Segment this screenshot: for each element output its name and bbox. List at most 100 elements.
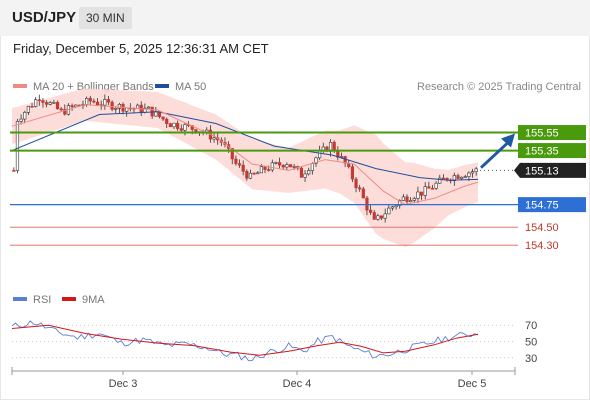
candle-body [165,118,169,125]
chart-datetime: Friday, December 5, 2025 12:36:31 AM CET [13,41,269,56]
candle-body [44,102,49,105]
resistance-label-155.55: 155.55 [525,128,559,140]
candle-body [117,103,121,109]
x-tick-label-0: Dec 3 [109,378,138,390]
candle-body [168,123,172,128]
rsi-legend-label: RSI [33,294,51,306]
candle-body [405,196,409,202]
candle-body [390,206,395,209]
candle-body [172,122,176,128]
ma20-line [11,104,479,206]
candle-body [452,175,456,181]
candle-body [470,171,475,174]
candle-body [183,124,187,131]
candle-body [92,100,96,103]
last-price-label-bg [514,162,586,178]
rsi-line [11,320,479,362]
resistance-label-bg-155.35 [518,143,586,159]
ma50-legend-label: MA 50 [175,81,206,93]
candle-body [161,116,165,120]
candle-body [52,102,56,104]
candle-body [256,172,260,175]
candle-body [41,100,45,103]
rsi-ma-line [11,324,479,356]
candle-body [292,166,296,168]
candle-body [394,205,398,208]
candle-body [176,122,180,129]
candle-body [37,99,41,102]
support-label-bg-154.75 [518,197,586,213]
candle-body [427,186,431,189]
candle-body [438,177,442,184]
rsi-tick-30: 30 [525,353,537,365]
candle-body [15,121,20,171]
candle-body [88,97,92,102]
candle-body [387,207,391,215]
candle-body [23,112,27,120]
candle-body [460,176,464,179]
candle-body [245,171,249,179]
candle-body [95,101,100,106]
candle-body [288,164,293,168]
candle-body [318,150,322,159]
candle-body [441,177,446,180]
currency-pair-title: USD/JPY [12,9,77,26]
resistance-label-155.35: 155.35 [525,146,559,158]
ma50-line [11,111,479,181]
candle-body [30,106,34,108]
rsi-tick-70: 70 [525,320,537,332]
candle-body [12,170,16,172]
support-label-154.75: 154.75 [525,200,559,212]
rsi-ma-legend-label: 9MA [82,294,105,306]
candle-body [358,187,362,190]
candle-body [19,118,23,122]
candle-body [383,213,387,219]
candle-body [234,158,238,164]
candle-body [230,148,234,160]
candle-body [456,175,460,179]
candle-body [248,172,253,179]
candle-body [106,99,111,103]
rsi-tick-50: 50 [525,337,537,349]
candle-body [110,101,114,110]
candle-body [55,102,60,110]
candle-body [179,128,183,131]
candle-body [59,108,63,111]
candle-body [376,215,380,220]
candle-body [26,106,30,113]
candle-body [474,168,478,172]
bollinger-band [12,88,478,248]
ma50-legend-swatch [155,84,169,88]
candle-body [259,166,263,174]
candle-body [212,137,216,140]
candle-body [303,173,307,178]
candle-body [398,200,402,206]
candle-body [354,178,358,189]
candle-body [419,191,424,196]
candle-body [237,163,242,166]
candle-body [114,107,118,110]
candle-body [299,167,304,178]
forecast-arrow-shaft [479,141,510,169]
candle-body [350,166,354,180]
candle-body [70,105,74,108]
rsi-ma-legend-swatch [62,297,76,301]
x-tick-label-1: Dec 4 [283,378,312,390]
candlestick-series [12,94,478,223]
target-label-154.50: 154.50 [525,222,559,234]
x-tick-label-2: Dec 5 [458,378,487,390]
candle-body [416,191,420,199]
chart-header: USD/JPY 30 MIN [0,0,590,36]
last-price-label: 155.13 [525,165,559,177]
candle-body [34,99,38,107]
candle-body [412,198,416,201]
candle-body [423,186,427,196]
timeframe-badge[interactable]: 30 MIN [79,7,132,29]
candle-body [307,170,311,175]
candle-body [103,99,107,106]
research-credit: Research © 2025 Trading Central [417,81,581,93]
candle-body [125,107,129,112]
candle-body [270,162,274,171]
candle-body [409,200,413,202]
candle-body [157,111,162,118]
